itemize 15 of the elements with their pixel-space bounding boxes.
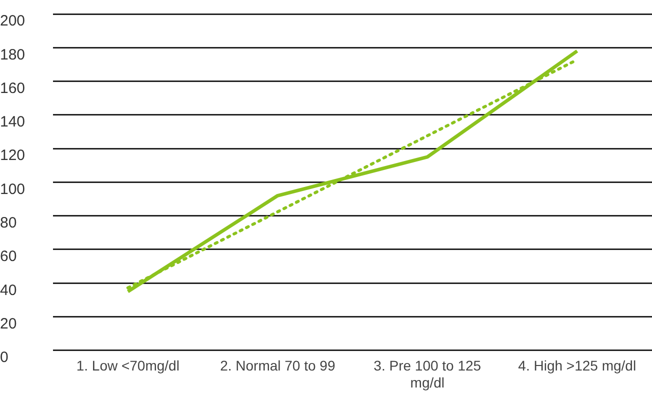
y-tick-label: 80 bbox=[0, 214, 17, 232]
x-tick-label: 4. High >125 mg/dl bbox=[518, 358, 636, 374]
y-tick-label: 0 bbox=[0, 349, 8, 366]
y-tick-label: 200 bbox=[0, 12, 26, 30]
x-tick-label: 1. Low <70mg/dl bbox=[76, 358, 180, 374]
y-tick-label: 100 bbox=[0, 180, 26, 198]
y-tick-label: 40 bbox=[0, 282, 17, 299]
y-tick-label: 140 bbox=[0, 114, 26, 131]
y-tick-label: 180 bbox=[0, 46, 26, 64]
y-tick-label: 120 bbox=[0, 147, 26, 164]
y-tick-label: 20 bbox=[0, 315, 17, 332]
x-tick-label: 3. Pre 100 to 125 mg/dl bbox=[374, 358, 482, 390]
x-tick-label: 2. Normal 70 to 99 bbox=[220, 358, 336, 374]
y-tick-label: 160 bbox=[0, 80, 26, 97]
y-tick-label: 60 bbox=[0, 248, 17, 266]
